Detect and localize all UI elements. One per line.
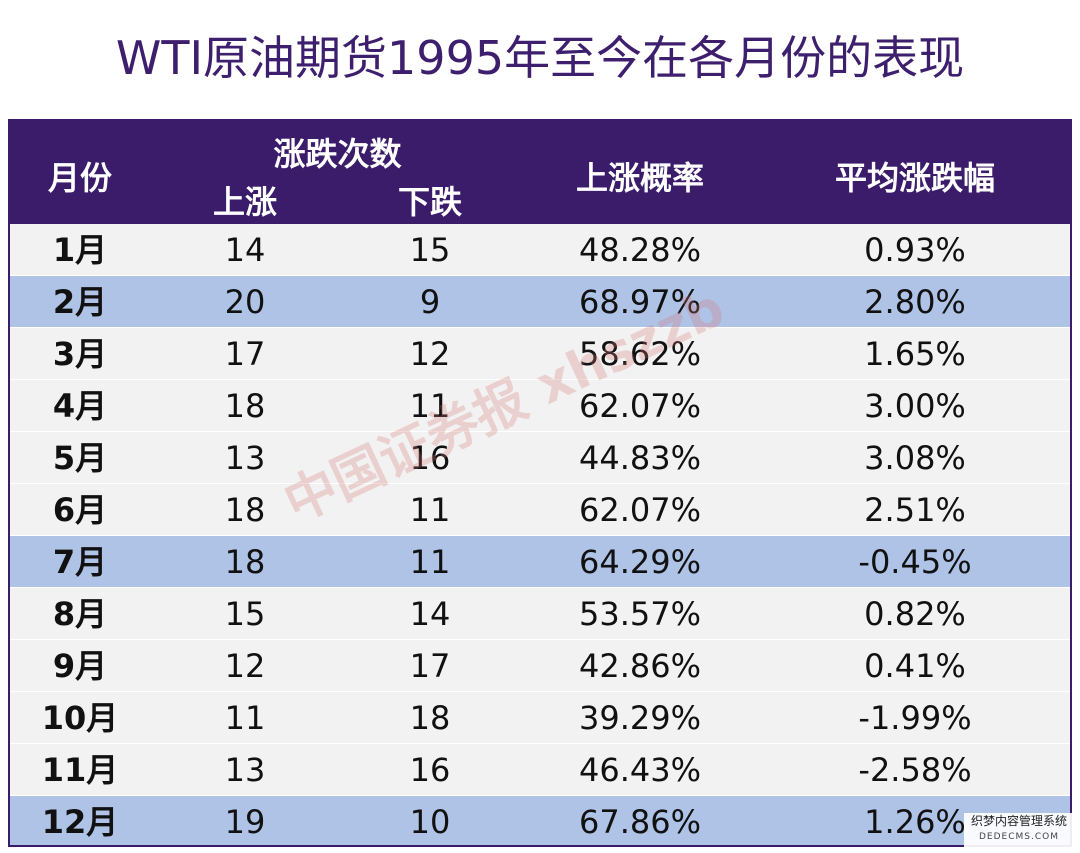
cell-month: 5月 [52,439,108,477]
cell-up-probability: 53.57% [578,595,701,633]
cell-up-probability: 39.29% [578,699,701,737]
header-up: 上涨 [212,183,277,221]
cell-down-count: 11 [409,387,451,425]
header-avg-change: 平均涨跌幅 [834,159,995,197]
table-row: 12月 19 10 67.86% 1.26% [10,796,1070,845]
corner-logo: 织梦内容管理系统 DEDECMS.COM [964,813,1074,849]
cell-month: 2月 [52,283,108,321]
corner-logo-line2: DEDECMS.COM [979,832,1059,842]
page-title: WTI原油期货1995年至今在各月份的表现 [115,31,965,85]
table-header: 月份 涨跌次数 上涨 下跌 上涨概率 平均涨跌幅 [10,121,1070,224]
corner-logo-line1: 织梦内容管理系统 [970,814,1067,828]
cell-up-count: 11 [224,699,266,737]
cell-up-probability: 62.07% [578,387,701,425]
cell-up-count: 18 [224,387,266,425]
header-count-group: 涨跌次数 [273,135,402,173]
cell-up-count: 15 [224,595,266,633]
cell-down-count: 16 [409,751,451,789]
cell-month: 10月 [41,699,119,737]
table-row: 4月 18 11 62.07% 3.00% [10,380,1070,432]
table-row: 2月 20 9 68.97% 2.80% [10,276,1070,328]
cell-up-count: 17 [224,335,266,373]
cell-up-probability: 64.29% [578,543,701,581]
cell-up-probability: 42.86% [578,647,701,685]
cell-month: 4月 [52,387,108,425]
cell-down-count: 16 [409,439,451,477]
cell-avg-change: 1.65% [864,335,966,373]
cell-up-count: 20 [224,283,266,321]
cell-month: 11月 [41,751,119,789]
table-row: 1月 14 15 48.28% 0.93% [10,224,1070,276]
table-row: 11月 13 16 46.43% -2.58% [10,744,1070,796]
cell-down-count: 15 [409,231,451,269]
cell-up-probability: 46.43% [578,751,701,789]
cell-down-count: 11 [409,543,451,581]
cell-up-count: 12 [224,647,266,685]
table-row: 10月 11 18 39.29% -1.99% [10,692,1070,744]
cell-up-probability: 68.97% [578,283,701,321]
table-row: 3月 17 12 58.62% 1.65% [10,328,1070,380]
cell-avg-change: 1.26% [864,803,966,841]
cell-month: 8月 [52,595,108,633]
cell-up-count: 18 [224,543,266,581]
cell-month: 7月 [52,543,108,581]
table-row: 5月 13 16 44.83% 3.08% [10,432,1070,484]
cell-up-count: 14 [224,231,266,269]
cell-month: 12月 [41,803,119,841]
cell-avg-change: 2.80% [864,283,966,321]
cell-down-count: 11 [409,491,451,529]
cell-up-probability: 62.07% [578,491,701,529]
cell-up-count: 18 [224,491,266,529]
cell-down-count: 9 [419,283,441,321]
table-row: 6月 18 11 62.07% 2.51% [10,484,1070,536]
cell-month: 6月 [52,491,108,529]
cell-month: 3月 [52,335,108,373]
cell-avg-change: 0.82% [864,595,966,633]
cell-down-count: 18 [409,699,451,737]
cell-down-count: 10 [409,803,451,841]
cell-month: 1月 [52,231,108,269]
cell-down-count: 14 [409,595,451,633]
table-row: 9月 12 17 42.86% 0.41% [10,640,1070,692]
cell-down-count: 12 [409,335,451,373]
cell-up-count: 19 [224,803,266,841]
cell-month: 9月 [52,647,108,685]
cell-avg-change: 0.41% [864,647,966,685]
cell-up-count: 13 [224,439,266,477]
cell-avg-change: 0.93% [864,231,966,269]
cell-up-probability: 48.28% [578,231,701,269]
cell-up-probability: 67.86% [578,803,701,841]
cell-up-probability: 58.62% [578,335,701,373]
cell-avg-change: 2.51% [864,491,966,529]
cell-avg-change: 3.08% [864,439,966,477]
cell-avg-change: -1.99% [858,699,972,737]
header-month: 月份 [47,159,112,197]
cell-up-count: 13 [224,751,266,789]
header-down: 下跌 [397,183,462,221]
cell-avg-change: -0.45% [858,543,972,581]
monthly-performance-table: 月份 涨跌次数 上涨 下跌 上涨概率 平均涨跌幅 1月 14 15 48.28% 0.9… [8,119,1072,847]
table-row: 8月 15 14 53.57% 0.82% [10,588,1070,640]
cell-up-probability: 44.83% [578,439,701,477]
table-row: 7月 18 11 64.29% -0.45% [10,536,1070,588]
cell-avg-change: -2.58% [858,751,972,789]
cell-down-count: 17 [409,647,451,685]
cell-avg-change: 3.00% [864,387,966,425]
header-probability: 上涨概率 [575,159,704,197]
